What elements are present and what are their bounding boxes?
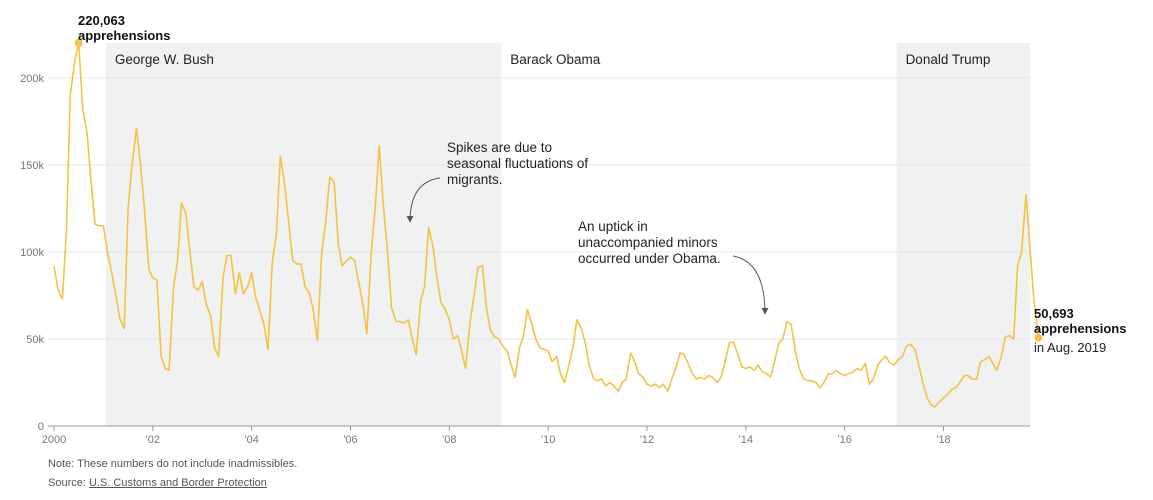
y-tick-label: 200k <box>20 73 44 85</box>
annotation-uptick-text: occurred under Obama. <box>578 251 721 266</box>
x-tick-label: '16 <box>838 434 852 446</box>
annotation-uptick-arrow <box>732 255 769 315</box>
latest-desc-label: apprehensions <box>1034 321 1126 336</box>
source-link[interactable]: U.S. Customs and Border Protection <box>88 477 267 489</box>
y-tick-label: 100k <box>20 247 44 259</box>
source-prefix: Source: <box>48 477 89 489</box>
annotation-spikes-arrow <box>406 177 441 223</box>
note-text: Note: These numbers do not include inadm… <box>48 458 298 470</box>
y-tick-label: 50k <box>26 334 44 346</box>
x-tick-label: 2000 <box>42 434 66 446</box>
annotation-spikes-text: migrants. <box>447 172 503 187</box>
latest-value-label: 50,693 <box>1034 306 1074 321</box>
peak-desc-label: apprehensions <box>78 28 170 43</box>
y-tick-label: 0 <box>38 421 44 433</box>
x-tick-label: '18 <box>936 434 950 446</box>
x-tick-label: '14 <box>739 434 753 446</box>
era-band <box>896 43 1030 426</box>
era-band <box>105 43 502 426</box>
apprehensions-line-chart: 0 50k 100k 150k 200k 2000 '02 '04 '06 '08 '10 '12 '1… <box>20 13 1126 446</box>
era-label: Barack Obama <box>510 52 601 67</box>
annotation-uptick-text: unaccompanied minors <box>578 235 718 250</box>
source-line: Source: U.S. Customs and Border Protecti… <box>48 477 267 489</box>
annotation-uptick-text: An uptick in <box>578 219 648 234</box>
x-tick-label: '08 <box>442 434 456 446</box>
x-tick-label: '04 <box>244 434 258 446</box>
peak-point <box>74 38 83 47</box>
x-tick-label: '06 <box>343 434 357 446</box>
latest-point <box>1034 333 1043 342</box>
peak-value-label: 220,063 <box>78 13 125 28</box>
annotation-spikes-text: Spikes are due to <box>447 140 552 155</box>
x-tick-label: '10 <box>541 434 555 446</box>
annotation-spikes-text: seasonal fluctuations of <box>447 156 588 171</box>
latest-date-label: in Aug. 2019 <box>1034 340 1106 355</box>
era-label: Donald Trump <box>906 52 991 67</box>
x-tick-label: '02 <box>146 434 160 446</box>
x-tick-label: '12 <box>640 434 654 446</box>
apprehensions-series-line <box>53 42 1040 408</box>
y-tick-label: 150k <box>20 160 44 172</box>
era-label: George W. Bush <box>115 52 214 67</box>
